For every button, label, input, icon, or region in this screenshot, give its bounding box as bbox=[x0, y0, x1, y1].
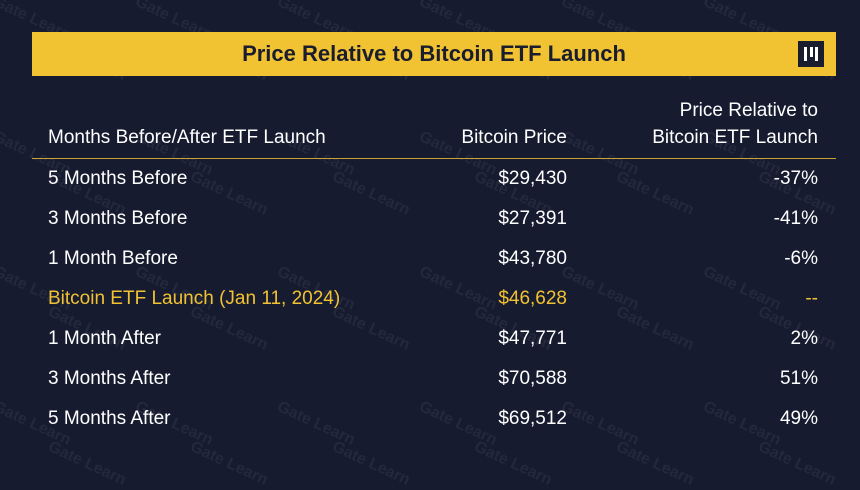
cell: -41% bbox=[773, 208, 818, 229]
logo bbox=[798, 41, 824, 67]
column-header: Price Relative to Bitcoin ETF Launch bbox=[652, 100, 818, 148]
watermark: Gate Learn bbox=[755, 438, 839, 489]
title-banner: Price Relative to Bitcoin ETF Launch bbox=[32, 32, 836, 76]
cell: -- bbox=[805, 288, 818, 309]
watermark: Gate Learn bbox=[45, 438, 129, 489]
cell: 3 Months After bbox=[48, 368, 171, 389]
cell: 1 Month Before bbox=[48, 248, 178, 269]
column-header: Bitcoin Price bbox=[461, 127, 567, 148]
cell: Bitcoin ETF Launch (Jan 11, 2024) bbox=[48, 288, 341, 309]
watermark: Gate Learn bbox=[187, 168, 271, 219]
cell: 3 Months Before bbox=[48, 208, 188, 229]
cell: $29,430 bbox=[498, 168, 567, 189]
cell: $47,771 bbox=[498, 328, 567, 349]
cell: 5 Months Before bbox=[48, 168, 188, 189]
watermark: Gate Learn bbox=[471, 438, 555, 489]
watermark: Gate Learn bbox=[187, 438, 271, 489]
cell: -37% bbox=[773, 168, 818, 189]
cell: $27,391 bbox=[498, 208, 567, 229]
title: Price Relative to Bitcoin ETF Launch bbox=[242, 41, 626, 66]
cell: $46,628 bbox=[498, 288, 567, 309]
cell: 49% bbox=[779, 408, 818, 429]
header-rule bbox=[32, 158, 836, 159]
cell: $43,780 bbox=[498, 248, 567, 269]
cell: 1 Month After bbox=[48, 328, 162, 349]
watermark: Gate Learn bbox=[613, 438, 697, 489]
cell: $69,512 bbox=[498, 408, 567, 429]
column-header: Months Before/After ETF Launch bbox=[48, 127, 326, 148]
watermark: Gate Learn bbox=[329, 438, 413, 489]
cell: $70,588 bbox=[498, 368, 567, 389]
cell: -6% bbox=[784, 248, 818, 269]
cell: 51% bbox=[779, 368, 818, 389]
cell: 2% bbox=[790, 328, 818, 349]
cell: 5 Months After bbox=[48, 408, 171, 429]
